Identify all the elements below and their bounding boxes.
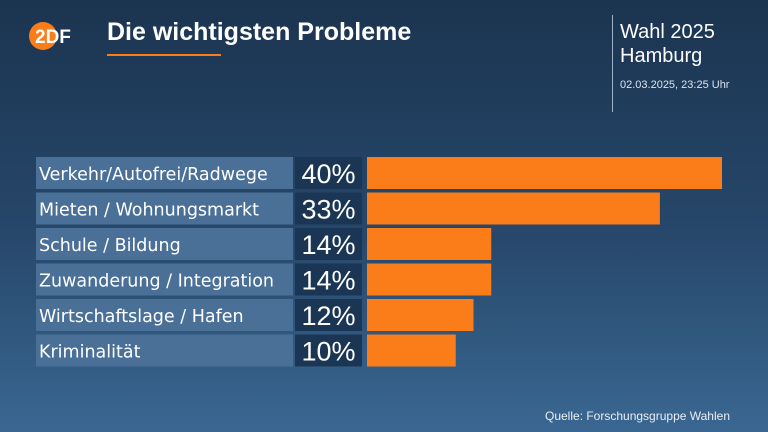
category-label: Zuwanderung / Integration [39, 272, 274, 292]
value-label: 33% [301, 195, 355, 225]
page-title: Die wichtigsten Probleme [107, 18, 412, 46]
category-label: Kriminalität [39, 343, 141, 363]
logo-text: 2DF [35, 27, 71, 48]
bar-row: Schule / Bildung 14% [36, 228, 492, 260]
category-label: Verkehr/Autofrei/Radwege [39, 165, 268, 185]
header-divider [612, 15, 613, 112]
value-label: 14% [301, 266, 355, 296]
value-label: 10% [301, 337, 355, 367]
event-title: Wahl 2025 Hamburg [620, 20, 715, 68]
category-label-box [36, 299, 293, 331]
category-label-box [36, 334, 293, 367]
bar [367, 299, 474, 331]
bar-row: Kriminalität 10% [36, 334, 456, 367]
title-underline [107, 54, 221, 56]
bar [367, 192, 660, 225]
value-label-box [295, 157, 362, 189]
bar-row: Verkehr/Autofrei/Radwege 40% [36, 157, 722, 189]
category-label-box [36, 192, 293, 225]
bar-row: Zuwanderung / Integration 14% [36, 263, 492, 296]
event-title-line2: Hamburg [620, 45, 703, 67]
bar-row: Wirtschaftslage / Hafen 12% [36, 299, 474, 331]
category-label-box [36, 228, 293, 260]
logo-circle [29, 22, 57, 50]
zdf-logo: 2DF [29, 22, 71, 50]
category-label-box [36, 157, 293, 189]
value-label-box [295, 228, 362, 260]
category-label: Mieten / Wohnungsmarkt [39, 201, 259, 221]
category-label: Wirtschaftslage / Hafen [39, 307, 244, 327]
value-label: 14% [301, 230, 355, 260]
source-note: Quelle: Forschungsgruppe Wahlen [545, 409, 730, 423]
category-label: Schule / Bildung [39, 236, 181, 256]
value-label-box [295, 192, 362, 225]
value-label: 40% [301, 159, 355, 189]
bar [367, 228, 492, 260]
value-label-box [295, 299, 362, 331]
value-label: 12% [301, 301, 355, 331]
bar [367, 263, 492, 296]
value-label-box [295, 334, 362, 367]
event-title-line1: Wahl 2025 [620, 21, 715, 43]
bar [367, 334, 456, 367]
category-label-box [36, 263, 293, 296]
bar-row: Mieten / Wohnungsmarkt 33% [36, 192, 660, 225]
bar [367, 157, 722, 189]
value-label-box [295, 263, 362, 296]
timestamp: 02.03.2025, 23:25 Uhr [620, 79, 730, 91]
